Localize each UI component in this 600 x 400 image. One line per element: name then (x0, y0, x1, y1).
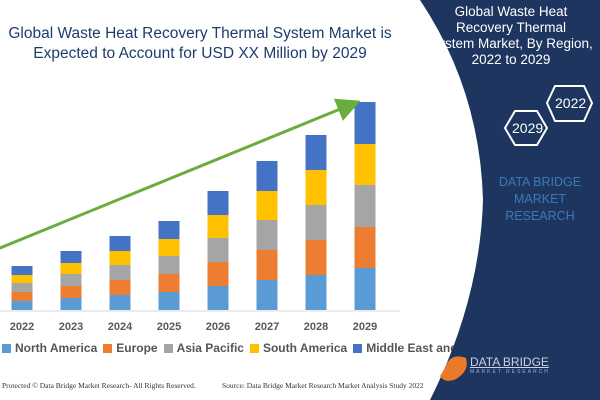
legend-swatch (163, 343, 173, 353)
bar-2022-middle-east-and-africa (11, 266, 33, 275)
bar-2022-asia-pacific (11, 283, 33, 292)
bar-2026-south-america (207, 215, 229, 238)
bar-2027-europe (256, 250, 278, 280)
x-tick-label: 2023 (59, 321, 83, 333)
legend-item: Europe (103, 341, 158, 355)
bar-2027-north-america (256, 280, 278, 310)
legend-label: Europe (116, 341, 158, 355)
bar-2029-europe (354, 227, 376, 268)
chart-area: 2022 2023 2024 2025 2026 2027 2028 2029 (0, 98, 400, 333)
legend-item: Asia Pacific (163, 341, 244, 355)
bar-2025-asia-pacific (158, 256, 180, 274)
bar-2029-south-america (354, 144, 376, 185)
hex-label-start: 2022 (555, 95, 587, 111)
bar-2028-south-america (305, 170, 327, 205)
bar-2026-asia-pacific (207, 238, 229, 262)
bar-2028-middle-east-and-africa (305, 135, 327, 170)
legend-swatch (353, 343, 363, 353)
logo-icon (440, 356, 467, 381)
bar-2025-north-america (158, 292, 180, 310)
bar-2024-asia-pacific (109, 265, 131, 280)
legend-swatch (103, 343, 113, 353)
bar-2023-middle-east-and-africa (60, 251, 82, 263)
panel-title: Global Waste Heat Recovery Thermal System… (429, 4, 593, 67)
x-tick-label: 2024 (108, 321, 133, 333)
chart-title: Global Waste Heat Recovery Thermal Syste… (8, 25, 392, 62)
bar-2027-middle-east-and-africa (256, 161, 278, 191)
logo: DATA BRIDGE MARKET RESEARCH (470, 355, 550, 375)
bar-2023-north-america (60, 298, 82, 310)
bar-2028-north-america (305, 275, 327, 310)
hex-label-end: 2029 (512, 120, 544, 136)
footer-copyright: Protected © Data Bridge Market Research-… (2, 381, 196, 390)
x-tick-label: 2026 (206, 321, 230, 333)
bar-2025-middle-east-and-africa (158, 221, 180, 239)
bar-2023-south-america (60, 263, 82, 274)
bar-2027-asia-pacific (256, 220, 278, 250)
bar-2023-asia-pacific (60, 274, 82, 286)
legend-item: North America (2, 341, 97, 355)
hex-2029 (503, 110, 549, 146)
x-tick-label: 2029 (353, 321, 377, 333)
bar-2022-north-america (11, 301, 33, 310)
bar-2026-europe (207, 262, 229, 286)
bar-2029-north-america (354, 268, 376, 310)
brand-text: DATA BRIDGE MARKET RESEARCH (498, 175, 582, 223)
x-tick-label: 2027 (255, 321, 279, 333)
bar-2027-south-america (256, 191, 278, 220)
legend-item: South America (249, 341, 348, 355)
legend-swatch (249, 343, 259, 353)
legend-label: North America (15, 341, 98, 355)
bar-2022-europe (11, 292, 33, 301)
legend-label: Asia Pacific (176, 341, 244, 355)
x-tick-label: 2025 (157, 321, 181, 333)
bar-2023-europe (60, 286, 82, 298)
footer-source: Source: Data Bridge Market Research Mark… (222, 381, 424, 390)
legend-label: South America (262, 341, 348, 355)
x-tick-label: 2028 (304, 321, 328, 333)
bar-2024-middle-east-and-africa (109, 236, 131, 251)
bar-2022-south-america (11, 275, 33, 283)
x-tick-label: 2022 (10, 321, 34, 333)
bar-2028-europe (305, 240, 327, 275)
bar-2029-asia-pacific (354, 185, 376, 227)
hex-2022 (545, 85, 594, 122)
bar-2025-europe (158, 274, 180, 292)
trend-arrow (0, 98, 361, 250)
legend-swatch (2, 343, 11, 353)
bar-2024-south-america (109, 251, 131, 265)
bar-2028-asia-pacific (305, 205, 327, 240)
bar-2026-north-america (207, 286, 229, 310)
bar-2024-north-america (109, 295, 131, 310)
bar-2024-europe (109, 280, 131, 295)
bar-2025-south-america (158, 239, 180, 256)
bar-2026-middle-east-and-africa (207, 191, 229, 215)
